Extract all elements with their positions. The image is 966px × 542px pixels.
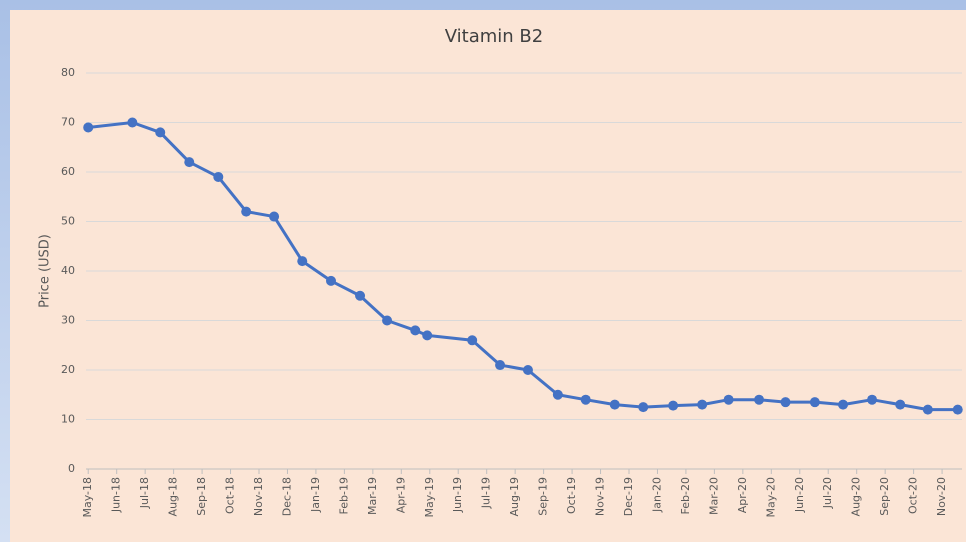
x-tick-label: May-19: [423, 477, 436, 518]
point: [580, 394, 591, 405]
x-tick-label: Feb-19: [337, 477, 350, 514]
y-tick-label: 50: [61, 215, 75, 228]
point: [241, 206, 252, 217]
x-tick-label: Aug-18: [167, 477, 180, 516]
x-tick-label: Jul-19: [480, 477, 493, 509]
point: [495, 360, 506, 371]
point: [297, 256, 308, 267]
x-tick-label: Dec-18: [280, 477, 293, 516]
point: [668, 400, 679, 411]
point: [355, 290, 366, 301]
point: [522, 365, 533, 375]
y-tick-label: 70: [61, 116, 75, 129]
point: [467, 335, 478, 346]
point: [184, 157, 195, 168]
point: [723, 394, 734, 405]
x-tick-label: Oct-18: [224, 477, 237, 514]
y-tick-label: 40: [61, 264, 75, 277]
point: [213, 171, 224, 182]
point: [269, 211, 280, 222]
x-tick-label: Jun-19: [451, 477, 464, 513]
point: [867, 394, 878, 405]
x-tick-label: Sep-20: [878, 477, 891, 516]
y-tick-label: 10: [61, 413, 75, 426]
x-tick-label: Jul-18: [138, 477, 151, 509]
point: [410, 325, 421, 336]
point: [552, 389, 563, 400]
point: [922, 404, 933, 415]
point: [155, 127, 166, 138]
x-tick-label: Aug-20: [850, 477, 863, 516]
point: [326, 275, 337, 286]
x-tick-label: Nov-20: [935, 477, 948, 516]
x-tick-label: Nov-18: [252, 477, 265, 516]
y-tick-label: 20: [61, 363, 75, 376]
x-tick-label: Oct-20: [907, 477, 920, 514]
x-tick-label: Dec-19: [622, 477, 635, 516]
x-tick-label: Oct-19: [565, 477, 578, 514]
x-tick-label: Aug-19: [508, 477, 521, 516]
x-tick-label: Sep-18: [195, 477, 208, 516]
point: [838, 399, 849, 410]
chart-title: Vitamin B2: [445, 26, 543, 47]
x-tick-label: Apr-19: [394, 477, 407, 513]
point: [780, 397, 791, 408]
y-tick-label: 30: [61, 314, 75, 327]
point: [83, 122, 94, 133]
x-tick-label: Jun-20: [793, 477, 806, 513]
x-tick-label: Mar-19: [366, 477, 379, 515]
x-tick-label: Nov-19: [594, 477, 607, 516]
x-tick-label: Sep-19: [537, 477, 550, 516]
x-tick-label: May-18: [81, 477, 94, 518]
x-tick-label: Apr-20: [736, 477, 749, 513]
y-tick-label: 0: [68, 462, 75, 475]
x-tick-label: May-20: [764, 477, 777, 518]
x-tick-label: Mar-20: [707, 477, 720, 515]
y-tick-label: 80: [61, 66, 75, 79]
x-tick-label: Jul-20: [821, 477, 834, 509]
x-tick-label: Jan-20: [650, 477, 663, 513]
point: [895, 399, 906, 410]
point: [952, 404, 963, 415]
point: [697, 399, 708, 410]
point: [609, 399, 620, 410]
point: [422, 330, 433, 341]
point: [809, 397, 820, 408]
point: [638, 402, 649, 413]
point: [127, 117, 138, 128]
point: [754, 394, 765, 405]
y-tick-label: 60: [61, 165, 75, 178]
x-tick-label: Feb-20: [679, 477, 692, 514]
x-tick-label: Jan-19: [309, 477, 322, 513]
x-tick-label: Jun-18: [110, 477, 123, 513]
y-axis-label: Price (USD): [38, 234, 53, 308]
plot-background: [10, 10, 966, 542]
point: [382, 315, 393, 326]
